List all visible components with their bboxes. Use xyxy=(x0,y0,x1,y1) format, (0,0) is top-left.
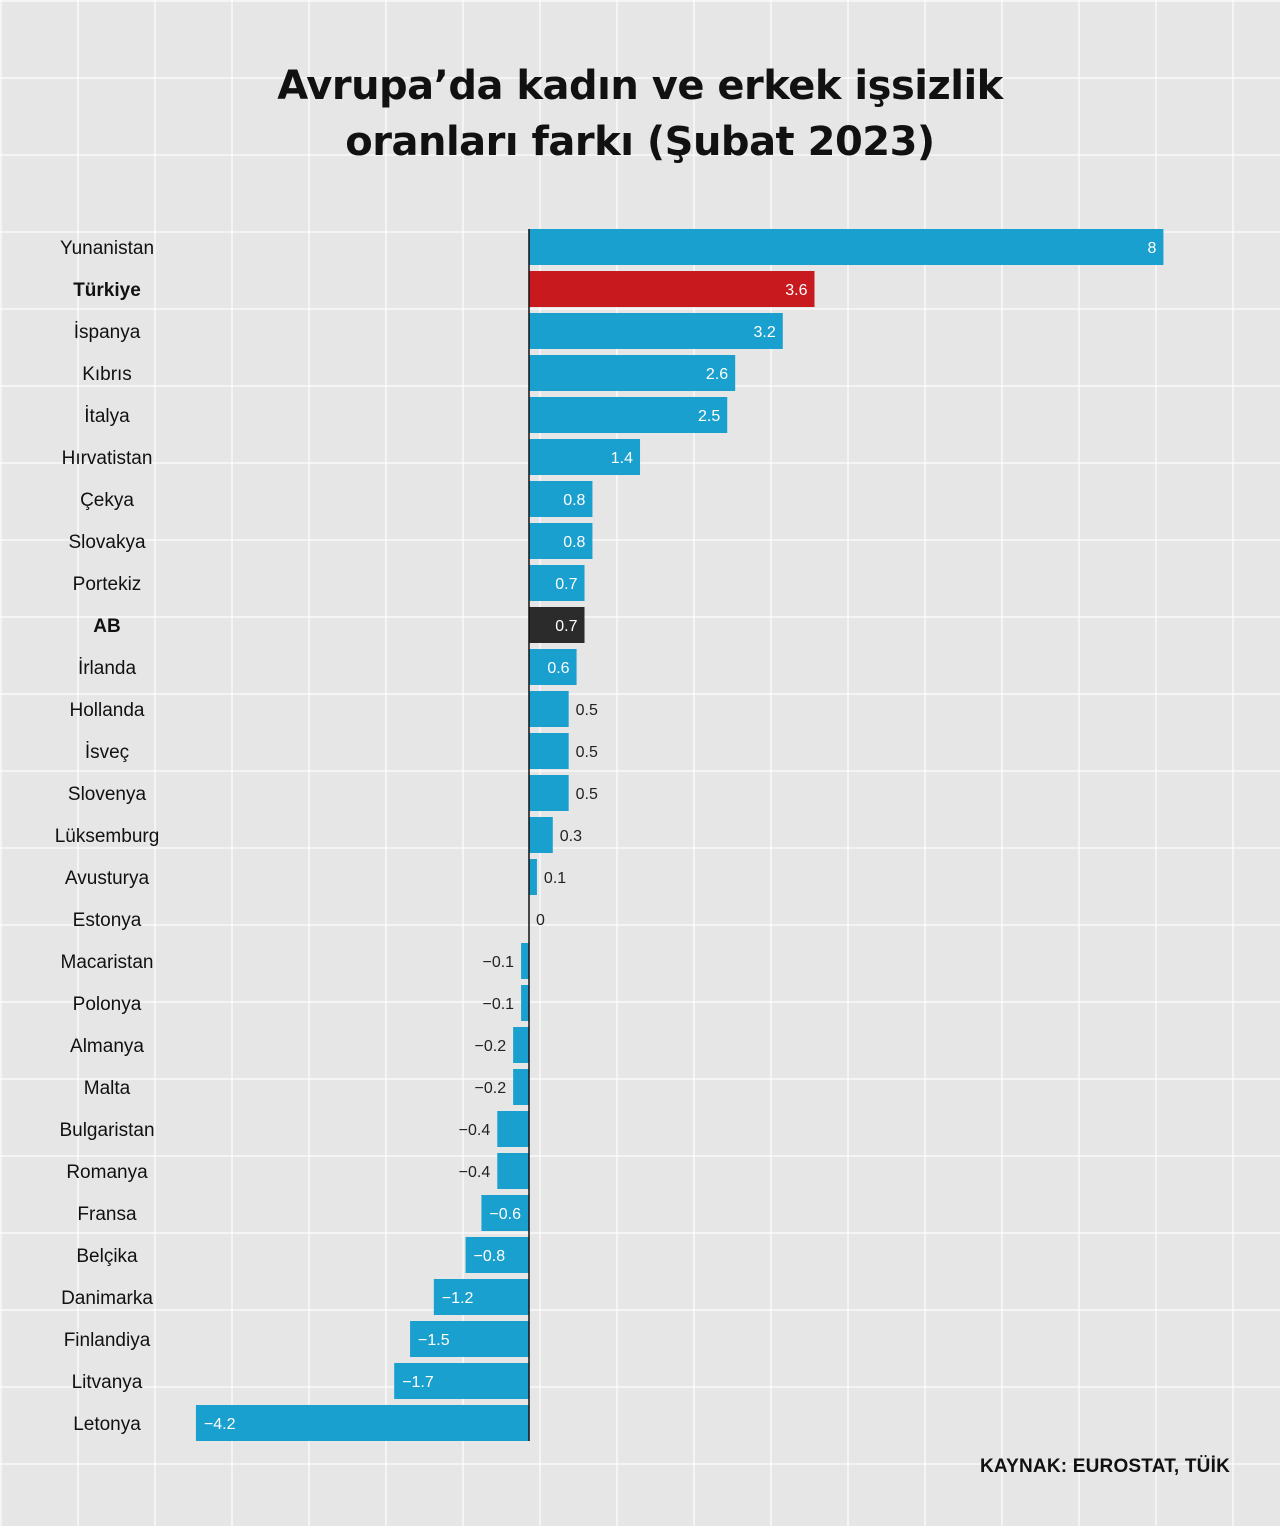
bar-fransa xyxy=(481,1195,529,1231)
value-label-belcika: −0.8 xyxy=(474,1248,506,1265)
bar-italya xyxy=(529,397,728,433)
category-label-hollanda: Hollanda xyxy=(70,700,145,721)
bar-cekya xyxy=(529,481,593,517)
chart-title: Avrupa’da kadın ve erkek işsizlik oranla… xyxy=(0,58,1280,170)
value-label-luksemburg: 0.3 xyxy=(560,828,582,845)
bar-yunanistan xyxy=(529,229,1164,265)
value-label-romanya: −0.4 xyxy=(459,1164,491,1181)
category-label-almanya: Almanya xyxy=(70,1036,144,1057)
bar-finlandiya xyxy=(410,1321,529,1357)
bar-macaristan xyxy=(521,943,529,979)
category-label-romanya: Romanya xyxy=(66,1162,148,1183)
value-label-litvanya: −1.7 xyxy=(402,1374,434,1391)
bar-turkiye xyxy=(529,271,815,307)
bar-belcika xyxy=(465,1237,529,1273)
value-label-hirvatistan: 1.4 xyxy=(611,450,633,467)
category-label-luksemburg: Lüksemburg xyxy=(55,826,160,847)
bar-kibris xyxy=(529,355,736,391)
category-label-turkiye: Türkiye xyxy=(73,280,141,301)
value-label-avusturya: 0.1 xyxy=(544,870,566,887)
value-label-slovakya: 0.8 xyxy=(563,534,585,551)
category-label-kibris: Kıbrıs xyxy=(82,364,132,385)
value-label-letonya: −4.2 xyxy=(204,1416,236,1433)
category-label-polonya: Polonya xyxy=(73,994,142,1015)
value-label-portekiz: 0.7 xyxy=(555,576,577,593)
bar-slovakya xyxy=(529,523,593,559)
value-label-slovenya: 0.5 xyxy=(576,786,598,803)
category-label-hirvatistan: Hırvatistan xyxy=(62,448,153,469)
category-label-irlanda: İrlanda xyxy=(78,658,137,679)
category-label-cekya: Çekya xyxy=(80,490,134,511)
bar-malta xyxy=(513,1069,529,1105)
bar-litvanya xyxy=(394,1363,529,1399)
category-label-letonya: Letonya xyxy=(73,1414,141,1435)
category-label-yunanistan: Yunanistan xyxy=(60,238,154,259)
bar-isvec xyxy=(529,733,569,769)
value-label-ab: 0.7 xyxy=(555,618,577,635)
category-label-danimarka: Danimarka xyxy=(61,1288,153,1309)
chart-title-line-2: oranları farkı (Şubat 2023) xyxy=(345,119,935,165)
value-label-yunanistan: 8 xyxy=(1147,240,1156,257)
bar-polonya xyxy=(521,985,529,1021)
category-label-malta: Malta xyxy=(84,1078,131,1099)
category-label-slovakya: Slovakya xyxy=(68,532,146,553)
value-label-polonya: −0.1 xyxy=(482,996,514,1013)
category-label-isvec: İsveç xyxy=(85,742,129,763)
bar-bulgaristan xyxy=(497,1111,529,1147)
value-label-kibris: 2.6 xyxy=(706,366,728,383)
category-label-fransa: Fransa xyxy=(77,1204,137,1225)
category-label-avusturya: Avusturya xyxy=(65,868,150,889)
bar-romanya xyxy=(497,1153,529,1189)
bar-slovenya xyxy=(529,775,569,811)
value-label-danimarka: −1.2 xyxy=(442,1290,474,1307)
category-label-finlandiya: Finlandiya xyxy=(64,1330,151,1351)
category-label-bulgaristan: Bulgaristan xyxy=(59,1120,154,1141)
value-label-italya: 2.5 xyxy=(698,408,720,425)
category-label-litvanya: Litvanya xyxy=(72,1372,143,1393)
value-label-bulgaristan: −0.4 xyxy=(459,1122,491,1139)
bar-hirvatistan xyxy=(529,439,641,475)
category-label-slovenya: Slovenya xyxy=(68,784,147,805)
bar-hollanda xyxy=(529,691,569,727)
category-label-italya: İtalya xyxy=(84,406,130,427)
value-label-cekya: 0.8 xyxy=(563,492,585,509)
bar-ispanya xyxy=(529,313,783,349)
category-label-ispanya: İspanya xyxy=(74,322,141,343)
bar-avusturya xyxy=(529,859,537,895)
bar-letonya xyxy=(195,1405,529,1441)
bar-portekiz xyxy=(529,565,585,601)
value-label-malta: −0.2 xyxy=(475,1080,507,1097)
category-label-macaristan: Macaristan xyxy=(61,952,154,973)
value-label-turkiye: 3.6 xyxy=(785,282,807,299)
source-note: KAYNAK: EUROSTAT, TÜİK xyxy=(980,1456,1230,1477)
category-label-belcika: Belçika xyxy=(76,1246,138,1267)
category-label-ab: AB xyxy=(93,616,120,637)
bar-ab xyxy=(529,607,585,643)
value-label-macaristan: −0.1 xyxy=(482,954,514,971)
bar-irlanda xyxy=(529,649,577,685)
value-label-isvec: 0.5 xyxy=(576,744,598,761)
bar-danimarka xyxy=(433,1279,529,1315)
chart-title-line-1: Avrupa’da kadın ve erkek işsizlik xyxy=(277,63,1003,109)
value-label-fransa: −0.6 xyxy=(489,1206,521,1223)
category-label-portekiz: Portekiz xyxy=(73,574,142,595)
value-label-finlandiya: −1.5 xyxy=(418,1332,450,1349)
value-label-hollanda: 0.5 xyxy=(576,702,598,719)
value-label-irlanda: 0.6 xyxy=(547,660,569,677)
bar-luksemburg xyxy=(529,817,553,853)
bar-almanya xyxy=(513,1027,529,1063)
category-label-estonya: Estonya xyxy=(73,910,142,931)
value-label-estonya: 0 xyxy=(536,912,545,929)
value-label-almanya: −0.2 xyxy=(475,1038,507,1055)
value-label-ispanya: 3.2 xyxy=(754,324,776,341)
